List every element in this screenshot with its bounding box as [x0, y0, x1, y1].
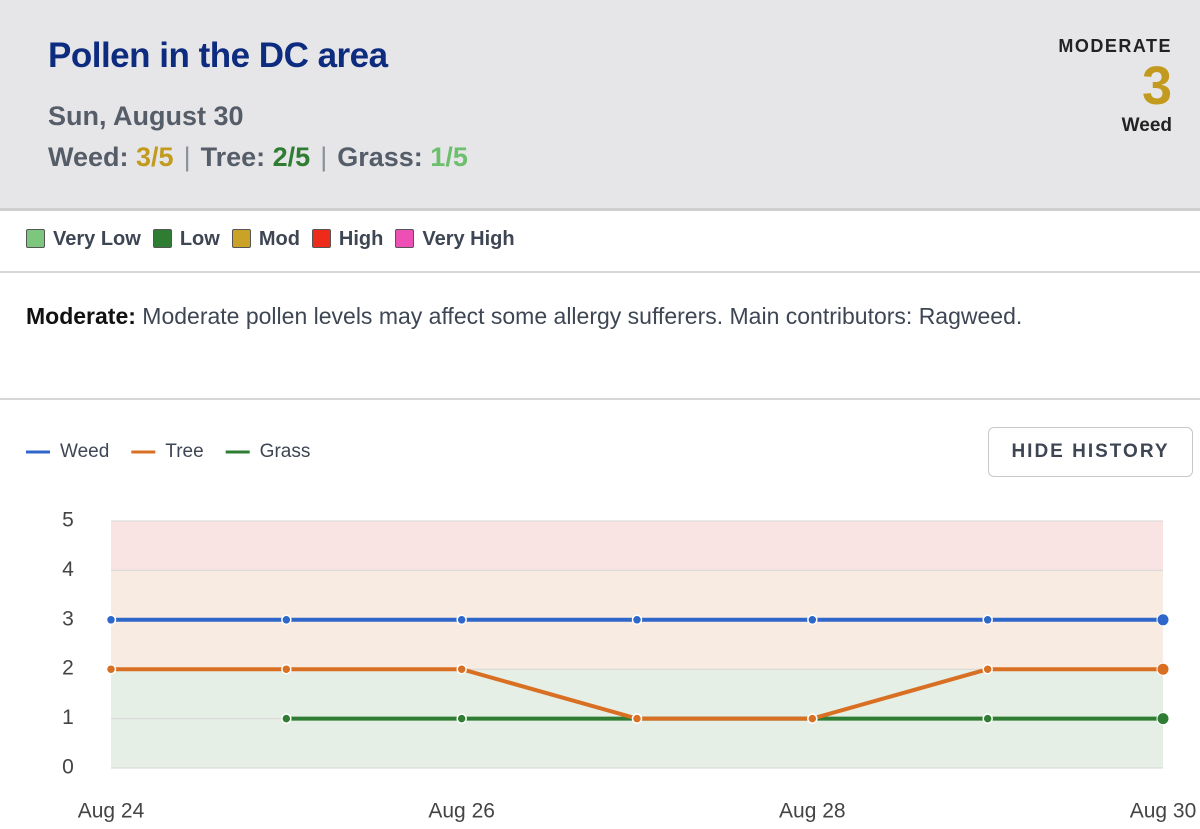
level-label: Weed: [48, 142, 129, 172]
data-point [982, 713, 993, 724]
level-value: 1/5 [430, 142, 468, 172]
data-point [105, 614, 117, 626]
legend-swatch [311, 229, 331, 248]
divider [0, 398, 1200, 400]
level-value: 2/5 [272, 142, 311, 172]
y-tick-label: 5 [62, 509, 74, 532]
legend-label: Low [179, 228, 220, 250]
legend-label: Mod [258, 228, 300, 250]
level-label: Tree: [200, 142, 266, 172]
data-point [807, 713, 818, 724]
x-tick-label: Aug 26 [428, 800, 495, 823]
data-point [982, 614, 993, 626]
description-text: Moderate pollen levels may affect some a… [142, 303, 1023, 329]
y-tick-label: 4 [62, 558, 74, 581]
description: Moderate: Moderate pollen levels may aff… [26, 296, 1106, 336]
legend-label: High [338, 228, 384, 250]
data-point [105, 663, 117, 675]
legend-item: Very High [395, 228, 515, 251]
description-label: Moderate: [26, 303, 136, 329]
legend-item: High [311, 228, 384, 251]
data-point [1156, 613, 1170, 627]
legend-swatch [395, 229, 415, 248]
separator: | [320, 142, 328, 172]
legend-item: Mod [231, 228, 300, 251]
y-tick-label: 3 [62, 607, 74, 630]
hide-history-button[interactable]: HIDE HISTORY [988, 427, 1193, 477]
legend-item: Low [152, 228, 220, 251]
legend-label: Tree [165, 441, 203, 462]
data-point [631, 713, 643, 724]
level-label: Grass: [337, 142, 423, 172]
levels: Weed: 3/5 | Tree: 2/5 | Grass: 1/5 [48, 142, 468, 173]
data-point [1156, 662, 1170, 676]
level-value: 3/5 [136, 142, 174, 172]
separator: | [183, 142, 191, 172]
date: Sun, August 30 [48, 101, 244, 131]
legend-label: Very Low [53, 228, 141, 250]
badge-type: Weed [1121, 115, 1172, 136]
badge-value: 3 [1141, 56, 1172, 116]
header: Pollen in the DC area Sun, August 30 Wee… [0, 0, 1200, 211]
legend-label: Grass [260, 441, 311, 462]
band [111, 521, 1163, 571]
legend-swatch [26, 229, 45, 248]
data-point [456, 713, 467, 724]
data-point [631, 614, 643, 626]
legend-item: Very Low [26, 228, 141, 251]
x-tick-label: Aug 24 [78, 800, 145, 823]
badge: MODERATE 3 Weed [1058, 36, 1172, 137]
data-point [281, 663, 292, 675]
data-point [1156, 712, 1170, 726]
data-point [456, 614, 467, 626]
data-point [807, 614, 818, 626]
legend-swatch [231, 229, 251, 248]
data-point [281, 614, 292, 626]
x-tick-label: Aug 30 [1130, 800, 1197, 823]
data-point [281, 713, 292, 724]
data-point [982, 663, 993, 675]
x-tick-label: Aug 28 [779, 800, 846, 823]
title: Pollen in the DC area [48, 36, 388, 75]
y-tick-label: 2 [62, 657, 74, 680]
scale-legend: Very Low Low Mod High Very High [26, 228, 515, 251]
data-point [456, 663, 467, 675]
y-tick-label: 1 [62, 706, 74, 729]
legend-label: Weed [60, 441, 109, 462]
legend-swatch [152, 229, 172, 248]
badge-level: MODERATE [1058, 36, 1172, 56]
divider [0, 271, 1200, 273]
y-tick-label: 0 [62, 756, 74, 779]
chart: 0 1 2 3 4 5 Aug 24 Aug 26 Aug 28 Aug 30 Weed Tree Gr… [26, 441, 1197, 823]
legend-label: Very High [422, 228, 515, 250]
